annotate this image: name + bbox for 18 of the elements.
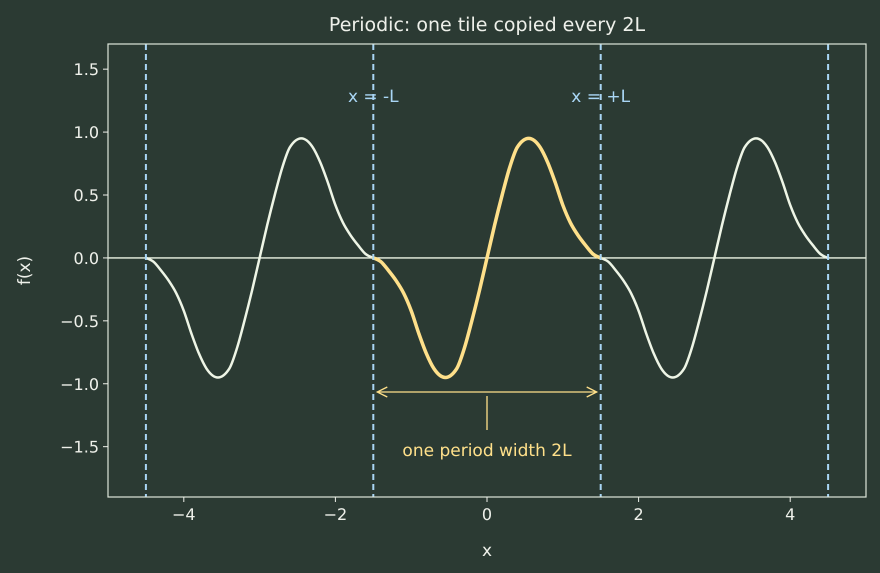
y-tick-label: 1.0 xyxy=(74,123,99,142)
y-axis-title: f(x) xyxy=(15,256,35,286)
x-tick-label: −2 xyxy=(324,505,348,524)
x-tick-label: 0 xyxy=(482,505,492,524)
y-tick-label: −0.5 xyxy=(60,312,99,331)
x-tick-label: 2 xyxy=(634,505,644,524)
y-tick-label: −1.5 xyxy=(60,438,99,457)
y-tick-label: 0.0 xyxy=(74,248,99,268)
x-axis-title: x xyxy=(482,541,492,561)
y-tick-label: −1.0 xyxy=(60,374,99,394)
x-tick-label: −4 xyxy=(172,505,196,524)
y-tick-label: 1.5 xyxy=(74,60,99,80)
annotation: one period width 2L xyxy=(402,441,572,461)
line-series xyxy=(372,136,602,380)
ref-line-label: x = +L xyxy=(571,87,631,107)
y-tick-label: 0.5 xyxy=(74,186,99,205)
chart-title: Periodic: one tile copied every 2L xyxy=(328,14,646,36)
x-tick-label: 4 xyxy=(785,505,796,524)
